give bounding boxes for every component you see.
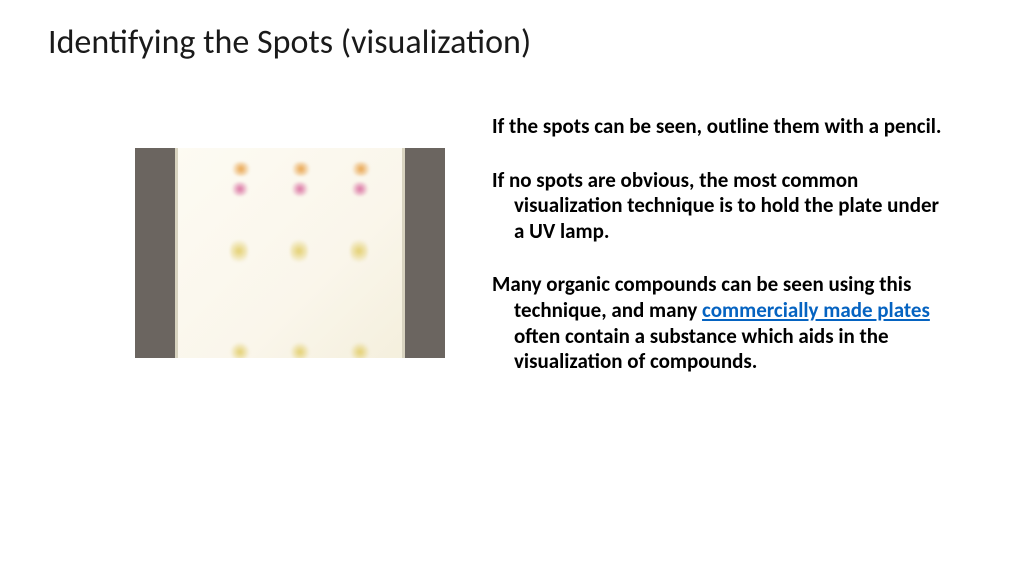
spot-pink bbox=[350, 182, 370, 196]
paragraph-3-post: often contain a substance which aids in … bbox=[514, 323, 889, 375]
paragraph-2: If no spots are obvious, the most common… bbox=[492, 168, 942, 245]
slide-title: Identifying the Spots (visualization) bbox=[48, 22, 531, 63]
paragraph-1: If the spots can be seen, outline them w… bbox=[492, 114, 942, 140]
spot-yellow bbox=[290, 342, 310, 358]
spot-yellow bbox=[230, 237, 248, 265]
spot-yellow bbox=[350, 237, 368, 265]
tlc-plate-image bbox=[135, 148, 445, 358]
tlc-plate bbox=[175, 148, 405, 358]
spot-orange bbox=[290, 162, 312, 176]
commercially-made-plates-link[interactable]: commercially made plates bbox=[702, 297, 930, 323]
paragraph-3: Many organic compounds can be seen using… bbox=[492, 272, 942, 374]
spot-yellow bbox=[230, 342, 250, 358]
spot-yellow bbox=[290, 237, 308, 265]
spot-pink bbox=[290, 182, 310, 196]
spot-orange bbox=[230, 162, 252, 176]
slide: Identifying the Spots (visualization) If… bbox=[0, 0, 1024, 576]
spot-pink bbox=[230, 182, 250, 196]
body-text-column: If the spots can be seen, outline them w… bbox=[492, 114, 942, 375]
spot-orange bbox=[350, 162, 372, 176]
spot-yellow bbox=[350, 342, 370, 358]
